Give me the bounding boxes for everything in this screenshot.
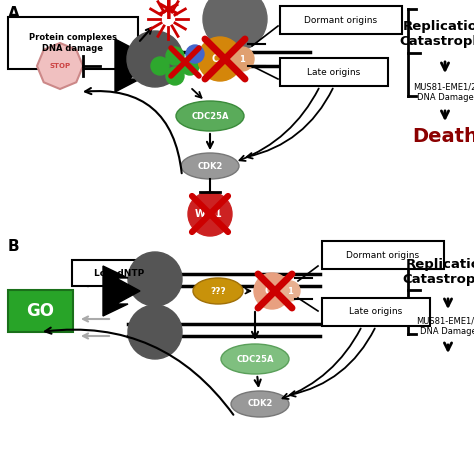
Circle shape: [280, 281, 300, 301]
Text: Death: Death: [412, 127, 474, 146]
Text: Protein complexes
DNA damage: Protein complexes DNA damage: [29, 33, 117, 53]
Text: Late origins: Late origins: [307, 67, 361, 76]
Polygon shape: [103, 266, 140, 316]
Text: 1: 1: [287, 286, 293, 295]
Circle shape: [203, 0, 267, 51]
Circle shape: [151, 57, 169, 75]
Text: *: *: [157, 0, 179, 40]
Circle shape: [166, 67, 184, 85]
Text: Low dNTP: Low dNTP: [94, 268, 144, 277]
Text: CDK2: CDK2: [197, 162, 223, 171]
Text: C: C: [264, 286, 272, 296]
Text: B: B: [8, 239, 19, 254]
Circle shape: [254, 273, 290, 309]
Text: ???: ???: [210, 286, 226, 295]
Text: Replication
Catastrophe: Replication Catastrophe: [402, 258, 474, 286]
Text: STOP: STOP: [49, 63, 71, 69]
Polygon shape: [115, 39, 153, 92]
Circle shape: [127, 31, 183, 87]
Text: Replication
Catastrophe: Replication Catastrophe: [399, 20, 474, 48]
Text: CDC25A: CDC25A: [236, 355, 274, 364]
Circle shape: [188, 192, 232, 236]
Ellipse shape: [231, 391, 289, 417]
Circle shape: [198, 37, 242, 81]
FancyBboxPatch shape: [322, 241, 444, 269]
Text: MUS81-EME1/2
DNA Damage: MUS81-EME1/2 DNA Damage: [413, 82, 474, 102]
Circle shape: [186, 45, 204, 63]
Circle shape: [230, 47, 254, 71]
FancyBboxPatch shape: [8, 290, 73, 332]
Ellipse shape: [181, 153, 239, 179]
Ellipse shape: [221, 344, 289, 374]
Text: MUS81-EME1/2
DNA Damage: MUS81-EME1/2 DNA Damage: [416, 316, 474, 336]
Text: Dormant origins: Dormant origins: [346, 250, 419, 259]
FancyBboxPatch shape: [280, 58, 388, 86]
Text: Dormant origins: Dormant origins: [304, 16, 378, 25]
Text: CDK2: CDK2: [247, 400, 273, 409]
Text: 1: 1: [239, 55, 245, 64]
Text: Late origins: Late origins: [349, 308, 402, 317]
Text: CDC25A: CDC25A: [191, 111, 229, 120]
FancyBboxPatch shape: [280, 6, 402, 34]
Text: W: W: [195, 209, 205, 219]
Circle shape: [128, 305, 182, 359]
Ellipse shape: [176, 101, 244, 131]
Text: 1: 1: [215, 209, 221, 219]
Circle shape: [128, 252, 182, 306]
FancyBboxPatch shape: [72, 260, 167, 286]
FancyBboxPatch shape: [8, 17, 138, 69]
Text: C: C: [211, 54, 219, 64]
Text: A: A: [8, 6, 20, 21]
Text: GO: GO: [26, 302, 54, 320]
Circle shape: [166, 47, 184, 65]
Circle shape: [181, 57, 199, 75]
Ellipse shape: [193, 278, 243, 304]
FancyBboxPatch shape: [322, 298, 430, 326]
